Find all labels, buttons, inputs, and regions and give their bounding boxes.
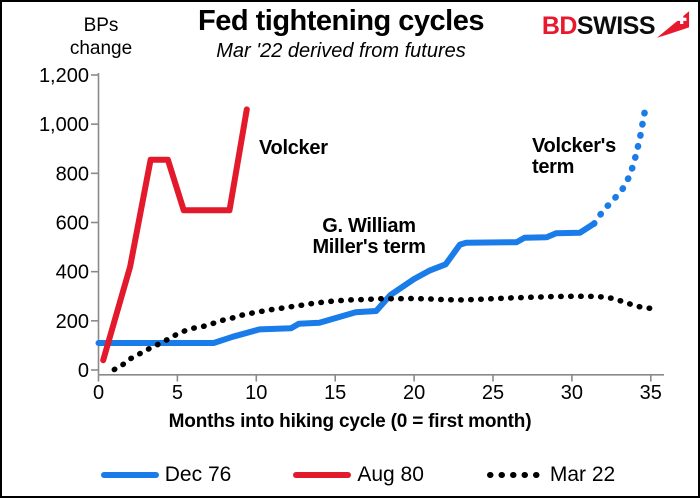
svg-text:15: 15 [324, 382, 346, 404]
logo-text-bd: BD [541, 12, 578, 40]
legend-swatch-mar22-dots [486, 472, 544, 478]
annotation-volcker-term: Volcker's term [532, 135, 616, 179]
legend-item-aug80: Aug 80 [293, 463, 424, 487]
svg-text:400: 400 [56, 262, 89, 284]
svg-text:0: 0 [78, 360, 89, 382]
chart-plot: 0 200 400 600 800 1,000 1,200 0 5 10 15 20 25 30 35 [39, 65, 664, 404]
legend-label-aug80: Aug 80 [357, 463, 424, 486]
svg-text:0: 0 [93, 382, 104, 404]
svg-text:1,200: 1,200 [39, 65, 89, 87]
svg-text:20: 20 [403, 382, 425, 404]
svg-text:1,000: 1,000 [39, 114, 89, 136]
chart-subtitle: Mar '22 derived from futures [216, 40, 466, 62]
legend-label-mar22: Mar 22 [549, 463, 616, 486]
chart-title: Fed tightening cycles [198, 5, 485, 37]
swiss-cross-arrow-icon [656, 11, 690, 38]
bdswiss-logo: BD SWISS [541, 11, 690, 41]
svg-text:25: 25 [482, 382, 504, 404]
legend-swatch-dec76-line [100, 472, 159, 478]
svg-text:800: 800 [56, 163, 89, 185]
legend-item-mar22: Mar 22 [486, 463, 615, 487]
legend-label-dec76: Dec 76 [164, 463, 232, 486]
svg-text:200: 200 [56, 311, 89, 333]
chart-tick-labels: 0 200 400 600 800 1,000 1,200 0 5 10 15 20 25 30 35 [39, 65, 662, 404]
legend: Dec 76 Aug 80 Mar 22 [10, 460, 700, 490]
logo-text-swiss: SWISS [576, 12, 656, 40]
annotation-miller-term: G. William Miller's term [312, 215, 426, 259]
svg-text:600: 600 [56, 213, 89, 235]
y-axis-title: BPs change [69, 15, 133, 60]
svg-text:35: 35 [640, 382, 662, 404]
annotation-volcker: Volcker [259, 137, 328, 159]
svg-text:30: 30 [561, 382, 583, 404]
legend-swatch-aug80-line [293, 472, 352, 478]
chart-axes [91, 73, 664, 382]
x-axis-title: Months into hiking cycle (0 = first mont… [168, 411, 532, 432]
chart-series [95, 101, 656, 373]
legend-item-dec76: Dec 76 [100, 463, 232, 487]
svg-text:5: 5 [172, 382, 183, 404]
svg-text:10: 10 [245, 382, 267, 404]
